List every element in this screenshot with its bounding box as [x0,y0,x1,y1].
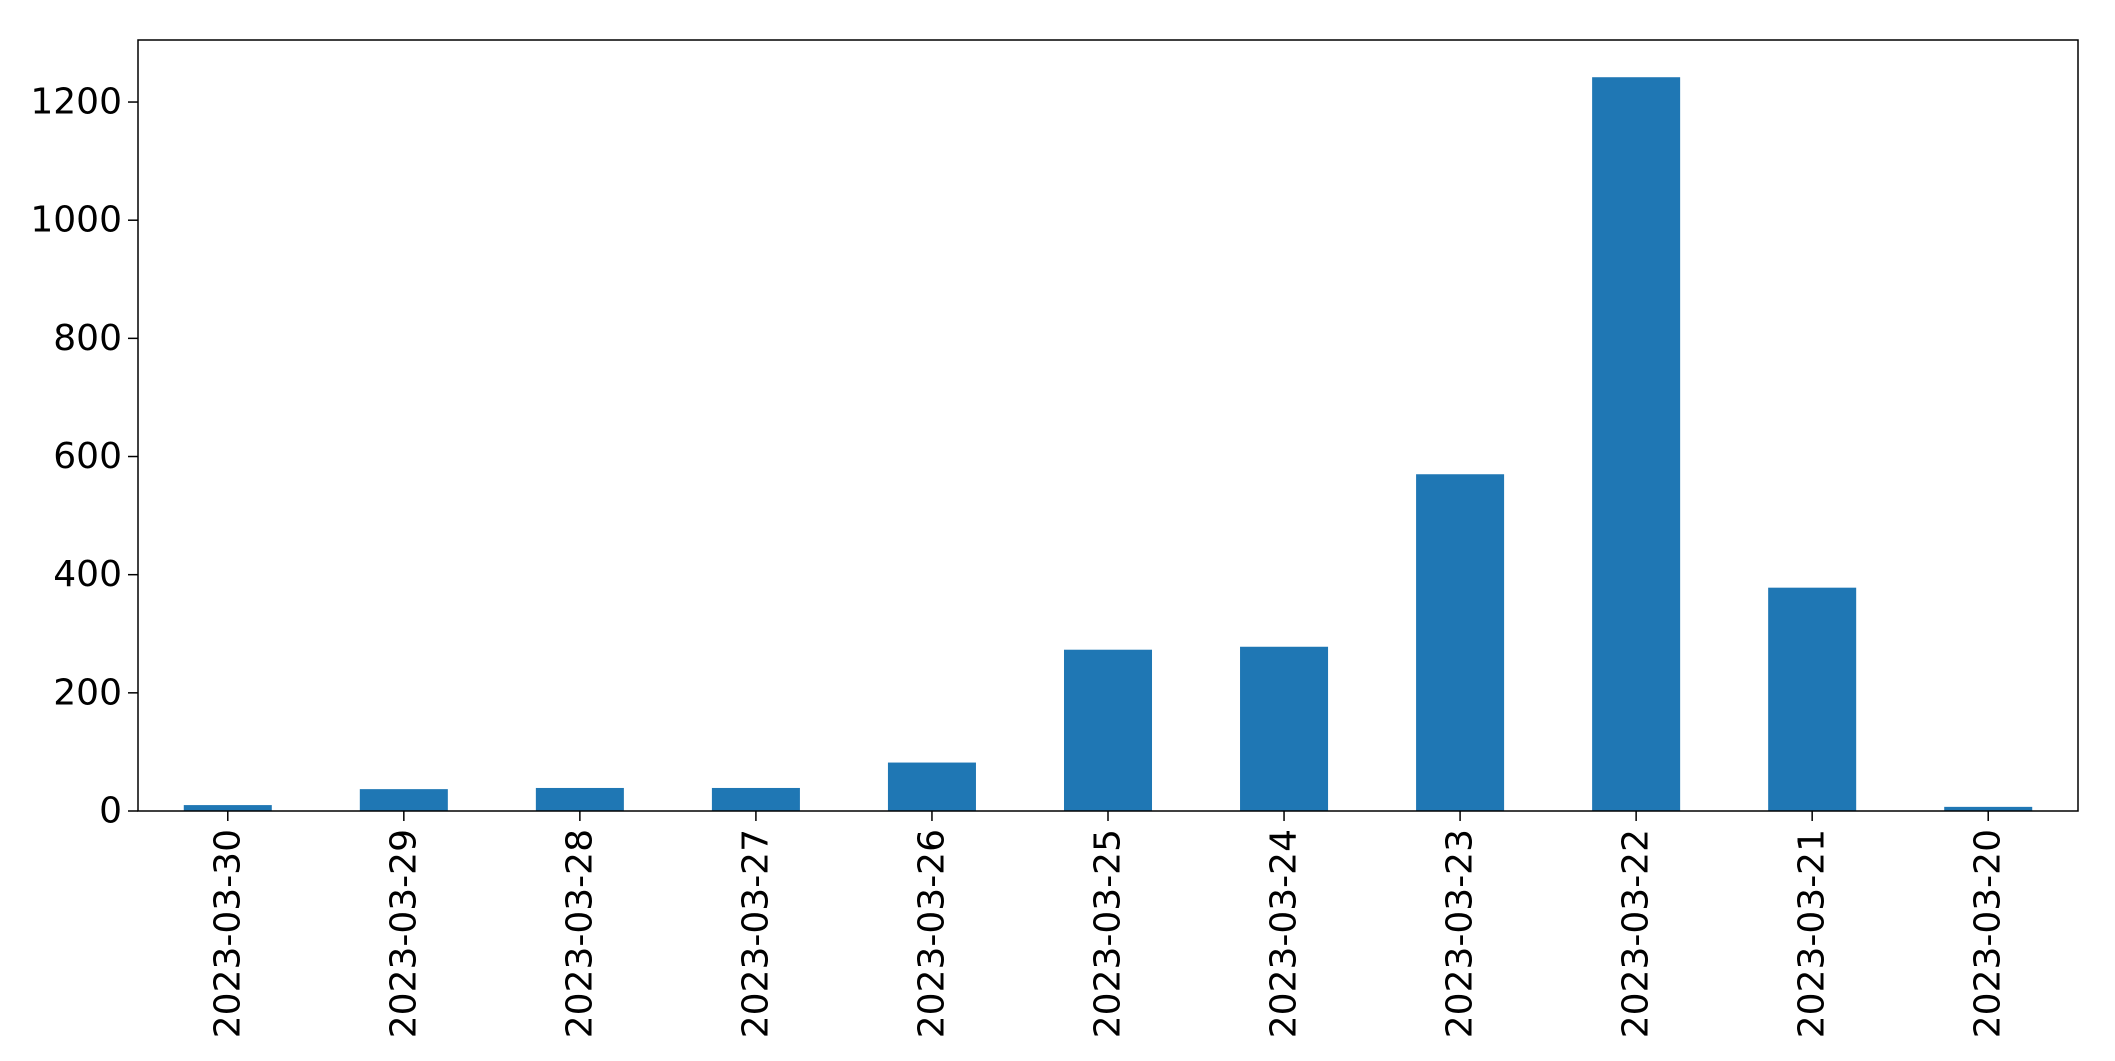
bar-2023-03-27 [711,787,800,811]
y-axis: 0 200 400 600 800 1000 1200 [30,82,138,832]
bar-2023-03-23 [1416,474,1505,811]
y-tick-label: 1200 [30,82,122,123]
y-tick-label: 800 [53,318,122,359]
x-tick-label: 2023-03-21 [1792,829,1833,1038]
y-tick-label: 1000 [30,200,122,241]
bar-2023-03-21 [1768,587,1857,811]
bar-2023-03-26 [887,762,976,811]
y-tick-label: 400 [53,554,122,595]
bar-2023-03-22 [1592,77,1681,811]
x-tick-label: 2023-03-30 [207,829,248,1038]
bar-2023-03-30 [183,805,272,811]
bar-2023-03-25 [1063,649,1153,811]
x-tick-label: 2023-03-26 [911,829,952,1038]
x-tick-label: 2023-03-27 [735,829,776,1038]
x-tick-label: 2023-03-20 [1968,829,2009,1038]
x-tick-label: 2023-03-25 [1088,829,1129,1038]
x-tick-label: 2023-03-29 [383,829,424,1038]
bar-2023-03-24 [1240,646,1329,811]
bar-2023-03-28 [535,787,624,811]
bar-2023-03-29 [359,789,448,811]
y-tick-label: 200 [53,672,122,713]
x-tick-label: 2023-03-28 [559,829,600,1038]
x-tick-label: 2023-03-23 [1440,829,1481,1038]
x-axis: 2023-03-30 2023-03-29 2023-03-28 2023-03-27… [207,811,2009,1038]
y-tick-label: 600 [53,436,122,477]
x-tick-label: 2023-03-22 [1616,829,1657,1038]
x-tick-label: 2023-03-24 [1264,829,1305,1038]
y-tick-label: 0 [99,791,122,832]
bar-2023-03-20 [1944,806,2033,811]
bars-group [183,77,2033,811]
